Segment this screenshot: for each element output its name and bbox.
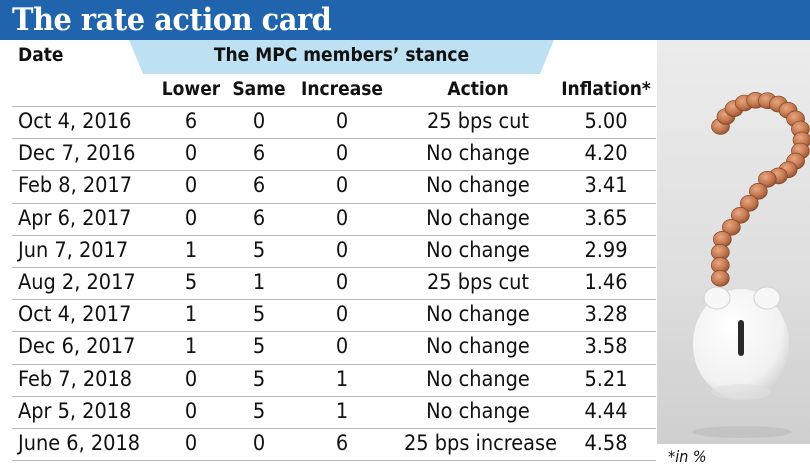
cell-increase: 0 [335,141,349,167]
cell-action: 25 bps cut [426,270,529,295]
row-divider [12,428,656,429]
column-header-increase: Increase [301,78,383,100]
row-divider [12,299,656,300]
column-header-same: Same [232,78,286,100]
cell-same: 6 [252,141,266,167]
cell-action: No change [426,366,530,392]
stance-banner [143,40,540,74]
cell-same: 6 [252,173,266,199]
card-title: The rate action card [12,2,332,38]
row-divider [12,396,656,397]
cell-increase: 0 [335,270,349,295]
coin [740,195,759,212]
cell-same: 5 [252,237,266,263]
cell-same: 5 [252,302,266,328]
cell-date: Apr 6, 2017 [18,205,132,231]
cell-same: 0 [252,109,266,134]
cell-increase: 6 [335,431,349,456]
footnote: *in % [668,447,707,466]
title-bar: The rate action card [0,0,810,40]
cell-action: 25 bps cut [426,109,529,134]
cell-same: 0 [252,431,266,456]
coin [749,183,768,200]
cell-inflation: 4.20 [584,141,628,167]
cell-date: Feb 7, 2018 [18,366,133,392]
cell-increase: 0 [335,237,349,263]
cell-increase: 1 [335,398,349,424]
cell-date: Oct 4, 2016 [18,109,132,134]
cell-action: 25 bps increase [404,431,558,456]
cell-same: 6 [252,205,266,231]
cell-date: Apr 5, 2018 [18,398,132,424]
column-header-lower: Lower [161,78,221,100]
cell-inflation: 3.65 [584,205,628,231]
cell-action: No change [426,237,530,263]
coin [731,207,750,224]
cell-increase: 0 [335,205,349,231]
row-divider [12,203,656,204]
cell-lower: 0 [184,141,198,167]
cell-lower: 1 [184,302,198,328]
row-divider [12,170,656,171]
cell-action: No change [426,205,530,231]
column-header-inflation: Inflation* [561,78,651,100]
cell-inflation: 5.00 [584,109,628,134]
coin [758,171,777,188]
coin [710,270,730,287]
cell-inflation: 4.44 [584,398,628,424]
cell-inflation: 4.58 [584,431,628,456]
cell-increase: 1 [335,366,349,392]
cell-inflation: 2.99 [584,237,628,263]
row-divider [12,138,656,139]
cell-lower: 6 [184,109,198,134]
cell-same: 1 [252,270,266,295]
row-divider [12,106,656,107]
cell-same: 5 [252,398,266,424]
row-divider [12,267,656,268]
stance-header: The MPC members’ stance [213,44,470,66]
cell-date: Dec 7, 2016 [18,141,136,167]
column-header-date: Date [18,44,64,66]
cell-increase: 0 [335,302,349,328]
cell-date: Feb 8, 2017 [18,173,133,199]
cell-lower: 0 [184,398,198,424]
cell-lower: 1 [184,237,198,263]
cell-inflation: 5.21 [584,366,628,392]
row-divider [12,460,656,461]
cell-date: Jun 7, 2017 [18,237,129,263]
row-divider [12,235,656,236]
cell-action: No change [426,334,530,360]
column-header-action: Action [447,78,509,100]
cell-action: No change [426,302,530,328]
cell-lower: 0 [184,431,198,456]
cell-increase: 0 [335,109,349,134]
row-divider [12,364,656,365]
cell-action: No change [426,398,530,424]
stance-banner-left-edge [129,40,143,74]
cell-lower: 1 [184,334,198,360]
cell-inflation: 3.28 [584,302,628,328]
cell-action: No change [426,141,530,167]
cell-same: 5 [252,334,266,360]
cell-date: Aug 2, 2017 [18,270,136,295]
cell-lower: 0 [184,205,198,231]
cell-same: 5 [252,366,266,392]
cell-inflation: 3.41 [584,173,628,199]
cell-inflation: 3.58 [584,334,628,360]
cell-date: June 6, 2018 [18,431,141,456]
cell-action: No change [426,173,530,199]
cell-increase: 0 [335,334,349,360]
cell-lower: 5 [184,270,198,295]
row-divider [12,331,656,332]
cell-date: Dec 6, 2017 [18,334,136,360]
stance-banner-right-edge [540,40,554,74]
cell-lower: 0 [184,366,198,392]
cell-inflation: 1.46 [584,270,628,295]
cell-date: Oct 4, 2017 [18,302,132,328]
cell-lower: 0 [184,173,198,199]
coin [722,219,741,236]
question-mark-coins-piggy-bank-image [657,40,810,444]
cell-increase: 0 [335,173,349,199]
